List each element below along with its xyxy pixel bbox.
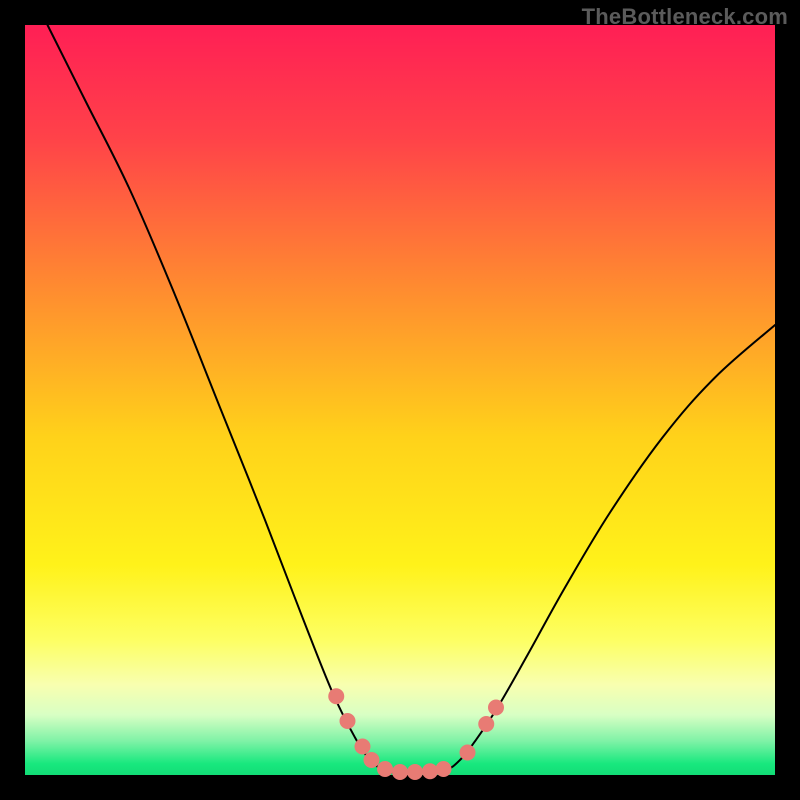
curve-marker [355, 739, 370, 754]
curve-marker [329, 689, 344, 704]
curve-marker [393, 765, 408, 780]
watermark-text: TheBottleneck.com [582, 4, 788, 30]
curve-marker [423, 764, 438, 779]
curve-marker [364, 753, 379, 768]
curve-marker [436, 762, 451, 777]
curve-marker [378, 762, 393, 777]
curve-marker [489, 700, 504, 715]
curve-marker [460, 745, 475, 760]
curve-marker [479, 717, 494, 732]
curve-marker [408, 765, 423, 780]
curve-marker [340, 714, 355, 729]
plot-gradient-background [25, 25, 775, 775]
bottleneck-chart [0, 0, 800, 800]
chart-container: TheBottleneck.com [0, 0, 800, 800]
